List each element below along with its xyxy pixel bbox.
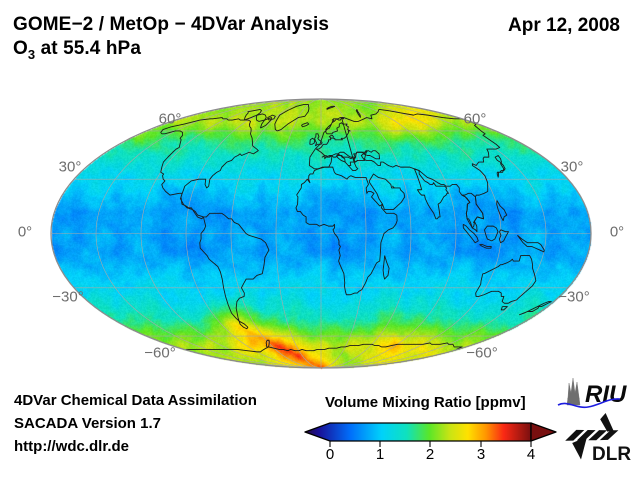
- svg-text:DLR: DLR: [592, 444, 631, 465]
- svg-text:RIU: RIU: [585, 381, 627, 408]
